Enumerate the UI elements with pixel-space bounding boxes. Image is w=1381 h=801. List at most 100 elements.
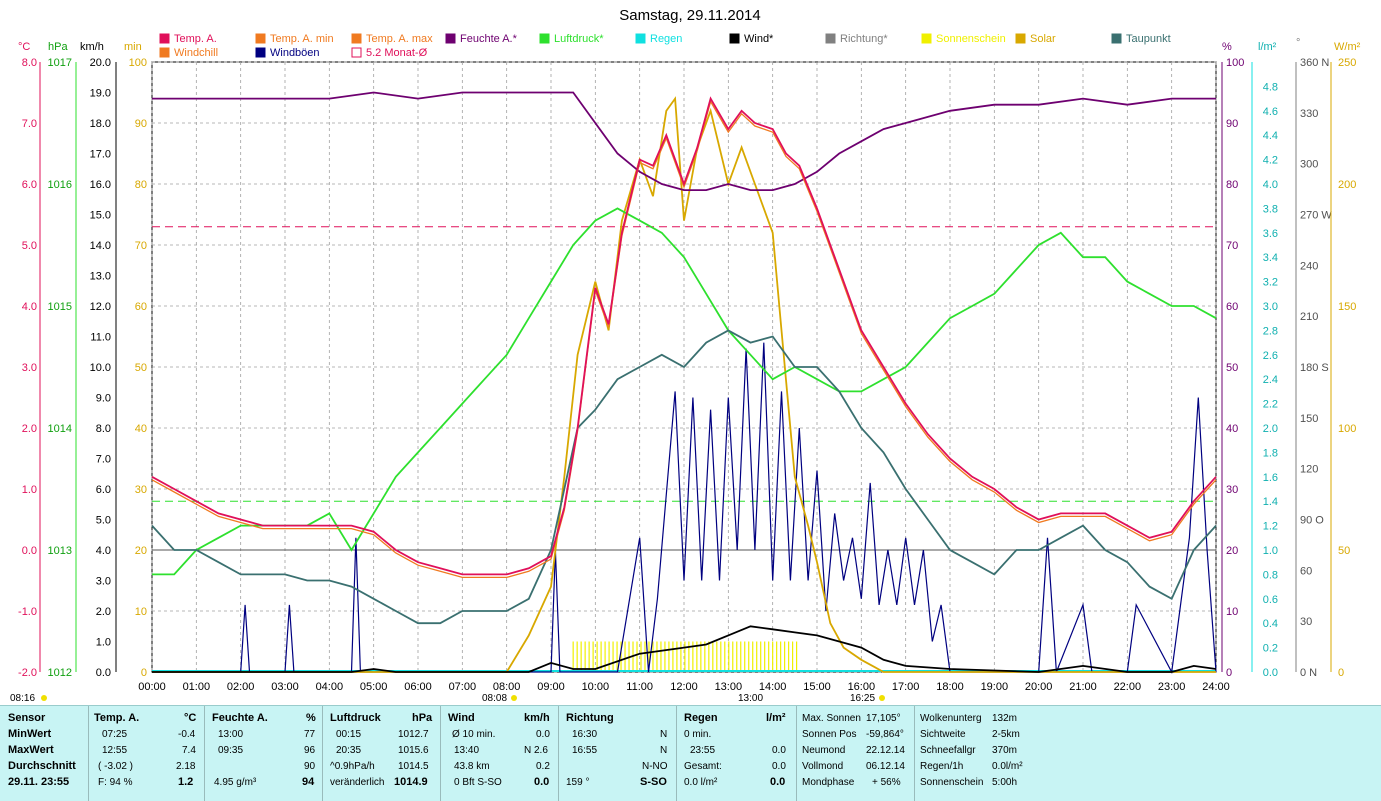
- legend-swatch: [445, 33, 456, 44]
- weather-chart: Samstag, 29.11.2014 Temp. A. Temp. A. min T…: [10, 7, 1361, 704]
- y-tick-wind: 2.0: [96, 606, 111, 618]
- axis-unit-wind: km/h: [80, 41, 104, 53]
- dir-r1b: N: [660, 729, 668, 740]
- y-tick-rain: 4.8: [1263, 81, 1278, 93]
- x-tick-label: 18:00: [936, 681, 964, 693]
- press-avg-value: 1014.5: [398, 761, 429, 772]
- y-tick-temp: 1.0: [22, 484, 37, 496]
- legend-label: Windchill: [174, 47, 218, 59]
- x-tick-label: 23:00: [1158, 681, 1186, 693]
- y-tick-wind: 19.0: [90, 88, 111, 100]
- weather-column: Wolkenunterg 132m Sichtweite 2-5km Schne…: [914, 706, 1032, 801]
- y-tick-direction: 60: [1300, 565, 1312, 577]
- legend-label: Temp. A. max: [366, 33, 433, 45]
- y-tick-rain: 4.6: [1263, 106, 1278, 118]
- hum-max-time: 09:35: [218, 745, 244, 756]
- x-tick-label: 03:00: [271, 681, 299, 693]
- weather-value: 370m: [992, 745, 1018, 756]
- legend-swatch: [729, 33, 740, 44]
- x-tick-label: 10:00: [582, 681, 610, 693]
- y-tick-direction: 180 S: [1300, 362, 1329, 374]
- y-tick-direction: 90 O: [1300, 515, 1324, 527]
- y-tick-solar: 250: [1338, 57, 1356, 69]
- label-min: MinWert: [8, 728, 52, 740]
- y-tick-wind: 11.0: [90, 332, 111, 344]
- astro-value: 17,105°: [866, 713, 901, 724]
- hum-cur-note: 4.95 g/m³: [214, 777, 257, 788]
- weather-value: 5:00h: [992, 777, 1018, 788]
- legend-swatch: [159, 33, 170, 44]
- y-tick-direction: 360 N: [1300, 57, 1329, 69]
- astro-value: 06.12.14: [866, 761, 905, 772]
- legend-label: Solar: [1030, 33, 1056, 45]
- label-avg: Durchschnitt: [8, 760, 76, 772]
- legend-swatch: [1111, 33, 1122, 44]
- x-tick-label: 00:00: [138, 681, 166, 693]
- press-min-value: 1012.7: [398, 729, 429, 740]
- pressure-series: [152, 207, 1217, 576]
- y-tick-pressure: 1016: [48, 179, 72, 191]
- y-tick-wind: 5.0: [96, 515, 111, 527]
- legend-label: Temp. A.: [174, 33, 217, 45]
- y-tick-direction: 150: [1300, 413, 1318, 425]
- y-tick-wind: 9.0: [96, 393, 111, 405]
- rain-r3a: Gesamt:: [684, 761, 722, 772]
- y-tick-rain: 0.4: [1263, 618, 1278, 630]
- legend-label: Richtung*: [840, 33, 888, 45]
- x-tick-label: 22:00: [1114, 681, 1142, 693]
- astro-column: Max. Sonnen 17,105° Sonnen Pos -59,864° …: [796, 706, 915, 801]
- temp-unit: °C: [184, 712, 197, 724]
- solar-series: [152, 96, 1216, 673]
- x-tick-label: 20:00: [1025, 681, 1053, 693]
- y-tick-humidity: 80: [1226, 179, 1238, 191]
- temp-min-time: 07:25: [102, 729, 128, 740]
- wind-r4a: 0 Bft S-SO: [454, 777, 502, 788]
- y-tick-rain: 3.2: [1263, 277, 1278, 289]
- label-current: 29.11. 23:55: [8, 776, 70, 788]
- y-tick-sun: 80: [135, 179, 147, 191]
- y-tick-rain: 3.8: [1263, 203, 1278, 215]
- y-tick-wind: 8.0: [96, 423, 111, 435]
- x-tick-label: 02:00: [227, 681, 255, 693]
- y-tick-rain: 4.0: [1263, 179, 1278, 191]
- y-tick-wind: 18.0: [90, 118, 111, 130]
- temp-cur-note: F: 94 %: [98, 777, 133, 788]
- y-tick-pressure: 1012: [48, 667, 72, 679]
- astro-label: Mondphase: [802, 777, 855, 788]
- legend-swatch: [1015, 33, 1026, 44]
- weather-label: Schneefallgr: [920, 745, 976, 756]
- y-tick-humidity: 60: [1226, 301, 1238, 313]
- rain-r2b: 0.0: [772, 745, 786, 756]
- y-tick-humidity: 100: [1226, 57, 1244, 69]
- astro-label: Vollmond: [802, 761, 844, 772]
- y-tick-wind: 10.0: [90, 362, 111, 374]
- humidity-series: [152, 91, 1216, 192]
- x-tick-label: 13:00: [715, 681, 743, 693]
- temp-max-time: 12:55: [102, 745, 128, 756]
- annotation-noon: 13:00: [738, 693, 763, 704]
- y-tick-wind: 15.0: [90, 210, 111, 222]
- x-tick-label: 09:00: [537, 681, 565, 693]
- axis-unit-dir: °: [1296, 37, 1300, 49]
- direction-column: Richtung 16:30 N 16:55 N N-NO 159 ° S-SO: [558, 706, 677, 801]
- x-tick-label: 14:00: [759, 681, 787, 693]
- y-tick-temp: 0.0: [22, 545, 37, 557]
- y-tick-sun: 70: [135, 240, 147, 252]
- y-tick-sun: 30: [135, 484, 147, 496]
- press-unit: hPa: [412, 712, 433, 724]
- legend-label: Taupunkt: [1126, 33, 1171, 45]
- temp-min-series: [151, 99, 1217, 579]
- dir-r4b: S-SO: [640, 776, 667, 788]
- x-tick-label: 16:00: [848, 681, 876, 693]
- y-tick-rain: 3.6: [1263, 228, 1278, 240]
- y-tick-direction: 120: [1300, 464, 1318, 476]
- astro-value: 22.12.14: [866, 745, 905, 756]
- rain-head: Regen: [684, 712, 718, 724]
- press-head: Luftdruck: [330, 712, 381, 724]
- weather-value: 132m: [992, 713, 1018, 724]
- y-tick-humidity: 40: [1226, 423, 1238, 435]
- y-tick-solar: 50: [1338, 545, 1350, 557]
- annotation-sunrise-time: 08:16: [10, 693, 35, 704]
- humidity-column: Feuchte A. % 13:00 77 09:35 96 90 4.95 g…: [204, 706, 323, 801]
- x-tick-label: 15:00: [803, 681, 831, 693]
